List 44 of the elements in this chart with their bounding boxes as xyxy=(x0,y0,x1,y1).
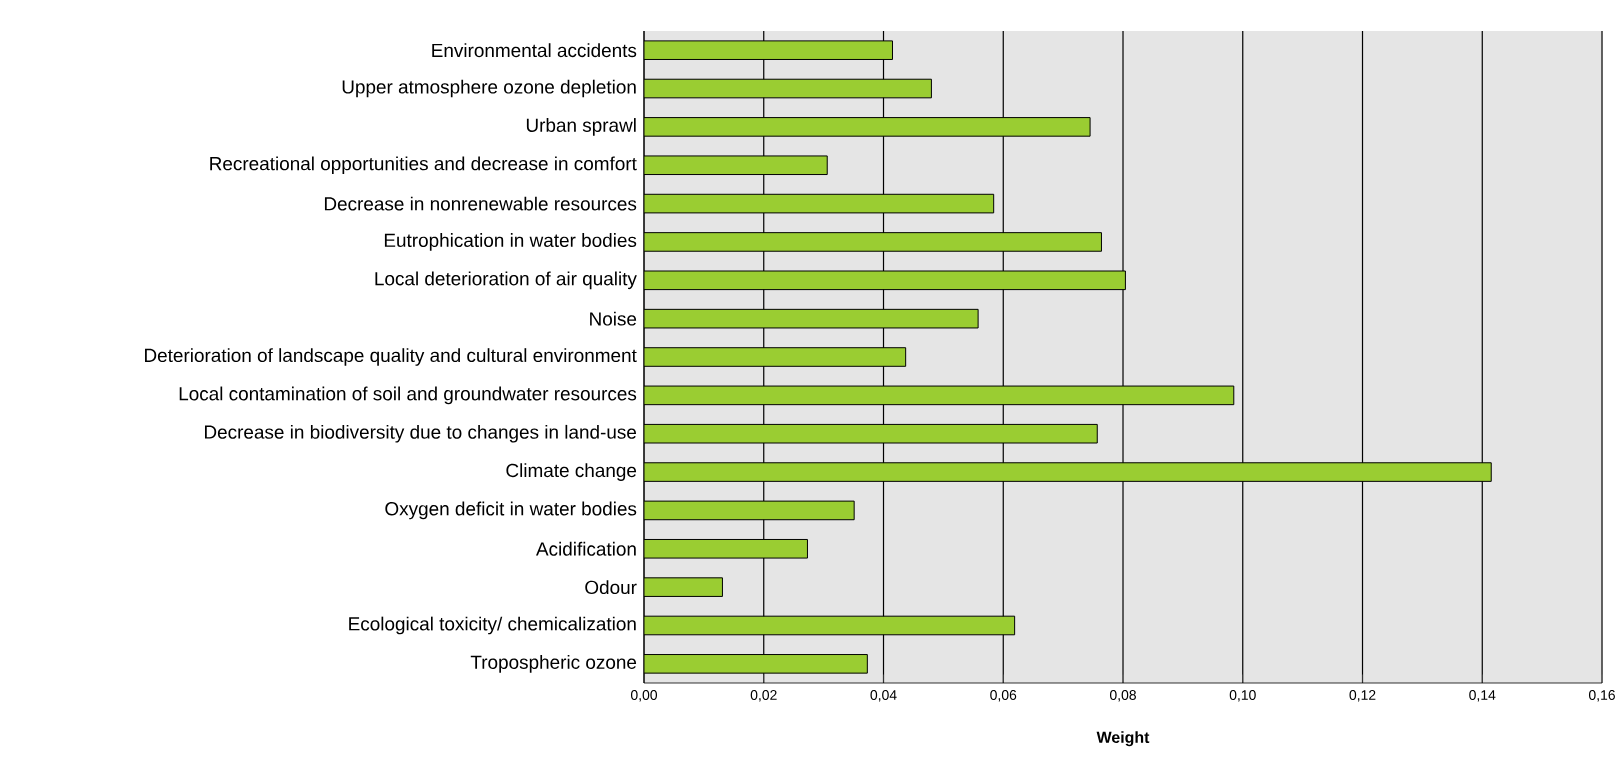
y-tick-label: Urban sprawl xyxy=(526,118,636,136)
bar xyxy=(644,40,893,60)
y-tick-label: Tropospheric ozone xyxy=(470,655,637,673)
x-tick-label: 0,08 xyxy=(1109,690,1136,702)
x-tick-label: 0,14 xyxy=(1469,690,1496,702)
x-tick-label: 0,10 xyxy=(1229,690,1256,702)
y-tick-label: Eutrophication in water bodies xyxy=(384,233,637,251)
bar xyxy=(644,538,808,559)
y-tick-label: Odour xyxy=(585,580,637,595)
y-tick-label: Local contamination of soil and groundwater resources xyxy=(179,386,637,405)
bar xyxy=(644,232,1102,252)
y-tick-label: Oxygen deficit in water bodies xyxy=(385,501,637,520)
bar xyxy=(644,308,979,329)
y-tick-label: Acidification xyxy=(535,541,636,556)
bar xyxy=(644,155,828,176)
bar xyxy=(644,423,1098,444)
y-tick-label: Environmental accidents xyxy=(432,43,637,58)
y-tick-label: Noise xyxy=(590,311,637,326)
bar xyxy=(644,78,932,99)
bar xyxy=(644,270,1126,291)
x-tick-label: 0,00 xyxy=(630,690,658,702)
x-tick-label: 0,02 xyxy=(750,690,777,702)
y-tick-label: Decrease in biodiversity due to changes in land-use xyxy=(205,424,637,443)
y-tick-label: Climate change xyxy=(506,463,637,481)
y-tick-label: Decrease in nonrenewable resources xyxy=(324,196,637,211)
x-tick-label: 0,04 xyxy=(870,690,897,702)
y-tick-label: Local deterioration of air quality xyxy=(375,271,637,290)
bar xyxy=(644,347,907,367)
bar xyxy=(644,577,723,597)
x-tick-label: 0,12 xyxy=(1349,690,1376,702)
bar xyxy=(644,615,1016,636)
bar xyxy=(644,462,1492,482)
y-tick-label: Upper atmosphere ozone depletion xyxy=(342,79,636,98)
y-tick-label: Recreational opportunities and decrease in comfort xyxy=(210,156,637,175)
bar xyxy=(644,654,868,674)
x-tick-label: 0,16 xyxy=(1588,690,1615,702)
y-tick-label: Ecological toxicity/ chemicalization xyxy=(349,616,636,635)
bar xyxy=(644,385,1235,406)
x-tick-label: 0,06 xyxy=(990,690,1017,702)
y-tick-label: Deterioration of landscape quality and cultural environment xyxy=(145,348,637,366)
bar xyxy=(644,193,995,214)
x-axis-title: Weight xyxy=(1096,731,1150,747)
bar xyxy=(644,117,1091,137)
bar xyxy=(644,500,855,521)
